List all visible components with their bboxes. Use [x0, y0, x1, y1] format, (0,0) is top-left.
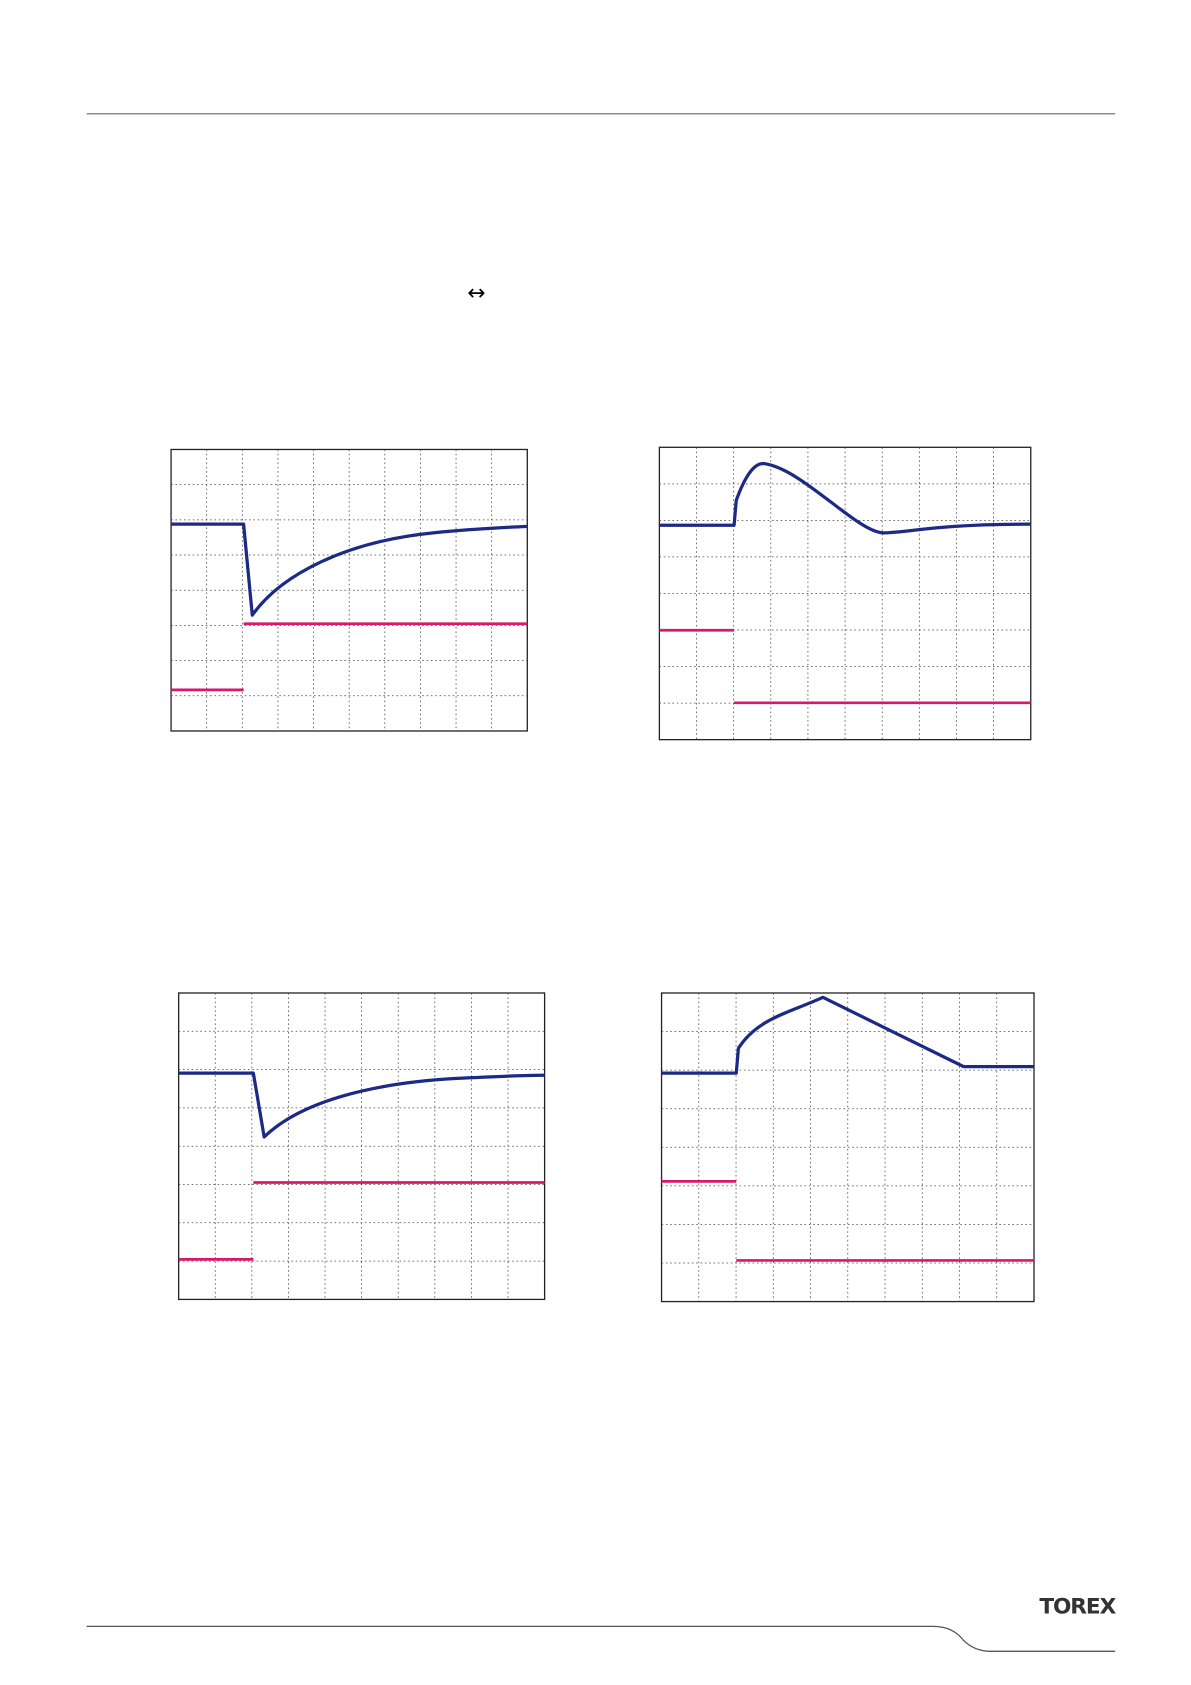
scope-plot: [170, 448, 528, 732]
scope-plots: [170, 446, 1035, 1303]
trace-input: [171, 622, 528, 692]
trace-output: [661, 995, 1035, 1075]
scope-plot: [658, 446, 1032, 741]
scope-plot: [660, 992, 1035, 1303]
trace-input: [659, 628, 1031, 705]
trace-output: [171, 522, 528, 617]
footer-rule: [86, 1625, 1116, 1652]
trace-output: [659, 461, 1031, 535]
trace-output: [178, 1071, 545, 1139]
logo: TOREX: [1039, 1594, 1116, 1619]
scope-plot: [178, 992, 546, 1301]
trace-input: [661, 1180, 1035, 1262]
symbol: ↔: [467, 281, 485, 306]
trace-input: [178, 1181, 545, 1261]
